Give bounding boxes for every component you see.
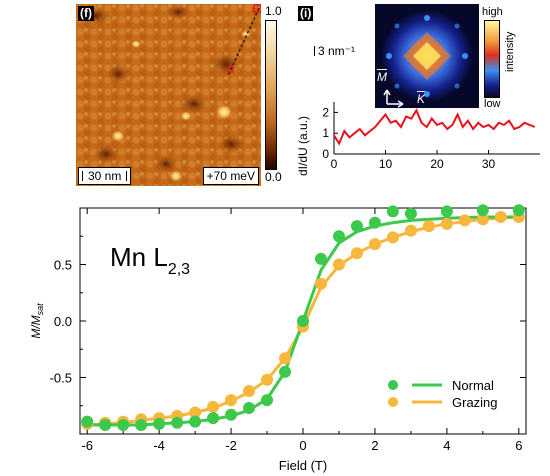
normal-data-point: [153, 417, 166, 430]
fft-image: M K: [375, 4, 479, 108]
fft-low: low: [484, 98, 501, 110]
normal-data-point: [117, 418, 130, 431]
legend: Normal Grazing: [388, 378, 498, 410]
y-tick-label: 0.0: [54, 314, 72, 329]
normal-data-point: [350, 220, 363, 233]
grazing-data-point: [476, 213, 489, 226]
grazing-data-point: [368, 238, 381, 251]
colorbar-f: [265, 20, 277, 170]
colorbar-min: 0.0: [265, 170, 282, 184]
grazing-data-point: [458, 214, 471, 227]
normal-data-point: [368, 216, 381, 229]
didu-series-line: [333, 108, 536, 146]
x-tick-label: 4: [443, 438, 450, 453]
normal-data-point: [314, 252, 327, 265]
x-tick-label: 2: [371, 438, 378, 453]
normal-data-point: [332, 230, 345, 243]
normal-data-point: [297, 315, 309, 327]
grazing-data-point: [189, 406, 202, 419]
grazing-data-point: [494, 211, 507, 224]
x-tick-label: 6: [515, 438, 522, 453]
grazing-data-point: [314, 277, 327, 290]
fft-scale-bar-line: [314, 46, 316, 56]
scale-bar-f-text: 30 nm: [88, 169, 122, 183]
normal-data-point: [261, 394, 274, 407]
fft-intensity-label: intensity: [504, 31, 516, 72]
energy-label: +70 meV: [202, 167, 259, 185]
didu-chart: 0 10 20 30 0 1 2 dI/dU (a.u.): [296, 102, 540, 176]
grazing-data-point: [207, 400, 220, 413]
normal-data-point: [512, 204, 525, 217]
grazing-data-point: [440, 217, 453, 230]
grazing-data-point: [243, 385, 256, 398]
chart-ylabel: M/Msat: [29, 303, 45, 339]
normal-data-point: [99, 418, 112, 431]
legend-normal-marker: [388, 380, 398, 390]
didu-ylabel: dI/dU (a.u.): [296, 116, 310, 176]
legend-normal-label: Normal: [452, 378, 494, 393]
colorbar-max: 1.0: [265, 4, 282, 18]
normal-fit-line: [87, 215, 519, 427]
normal-data-point: [135, 418, 148, 431]
x-tick-label: -4: [153, 438, 165, 453]
panel-f: (f) 30 nm +70 meV: [76, 4, 262, 186]
didu-y-tick-label: 0: [322, 147, 329, 161]
y-tick-label: 0.5: [54, 258, 72, 273]
normal-data-point: [279, 365, 292, 378]
linecut-marker: [227, 7, 260, 77]
normal-data-point: [171, 416, 184, 429]
scale-bar-line-end: [123, 171, 128, 181]
legend-grazing-label: Grazing: [452, 395, 498, 410]
grazing-data-point: [261, 373, 274, 386]
normal-data-point: [476, 204, 489, 217]
grazing-data-point: [350, 247, 363, 260]
panel-f-label: (f): [78, 6, 94, 21]
x-tick-label: -6: [81, 438, 93, 453]
fft-scale-bar-text: 3 nm⁻¹: [318, 44, 356, 58]
grazing-data-point: [279, 352, 292, 365]
normal-data-point: [404, 207, 417, 220]
normal-data-point: [189, 415, 202, 428]
didu-x-tick-label: 0: [331, 157, 338, 171]
normal-data-point: [225, 408, 238, 421]
scale-bar-line: [82, 171, 86, 181]
didu-x-tick-label: 30: [482, 157, 496, 171]
fft-dir-k: K: [417, 92, 426, 106]
grazing-data-point: [332, 258, 345, 271]
normal-data-point: [440, 205, 453, 218]
fft-dir-m: M: [377, 70, 387, 84]
x-tick-label: 0: [299, 438, 306, 453]
grazing-data-point: [225, 394, 238, 407]
fft-colorbar: [484, 20, 500, 98]
legend-grazing-marker: [388, 397, 398, 407]
chart-title-main: Mn L: [110, 242, 168, 272]
didu-x-tick-label: 10: [379, 157, 393, 171]
grazing-data-point: [386, 231, 399, 244]
stm-image: [76, 4, 262, 186]
didu-y-tick-label: 1: [322, 126, 329, 140]
y-tick-label: -0.5: [50, 371, 72, 386]
magnetization-chart: -6 -4 -2 0 2 4 6 0.5 0.0 -0.5 Mn L2,3 M/Msat Fiel…: [29, 204, 527, 473]
didu-y-tick-label: 2: [322, 105, 329, 119]
chart-title-sub: 2,3: [168, 261, 190, 278]
grazing-data-point: [422, 220, 435, 233]
fft-high: high: [482, 6, 503, 18]
normal-data-point: [386, 205, 399, 218]
x-tick-label: -2: [225, 438, 237, 453]
scale-bar-f: 30 nm: [78, 167, 132, 185]
chart-xlabel: Field (T): [279, 458, 327, 473]
normal-data-point: [207, 412, 220, 425]
normal-data-point: [81, 415, 94, 428]
fft-scale-bar: 3 nm⁻¹: [314, 44, 355, 58]
chart-title: Mn L2,3: [110, 242, 190, 278]
normal-data-point: [243, 402, 256, 415]
grazing-data-point: [404, 224, 417, 237]
didu-x-tick-label: 20: [430, 157, 444, 171]
panel-i-label: (i): [298, 6, 314, 21]
